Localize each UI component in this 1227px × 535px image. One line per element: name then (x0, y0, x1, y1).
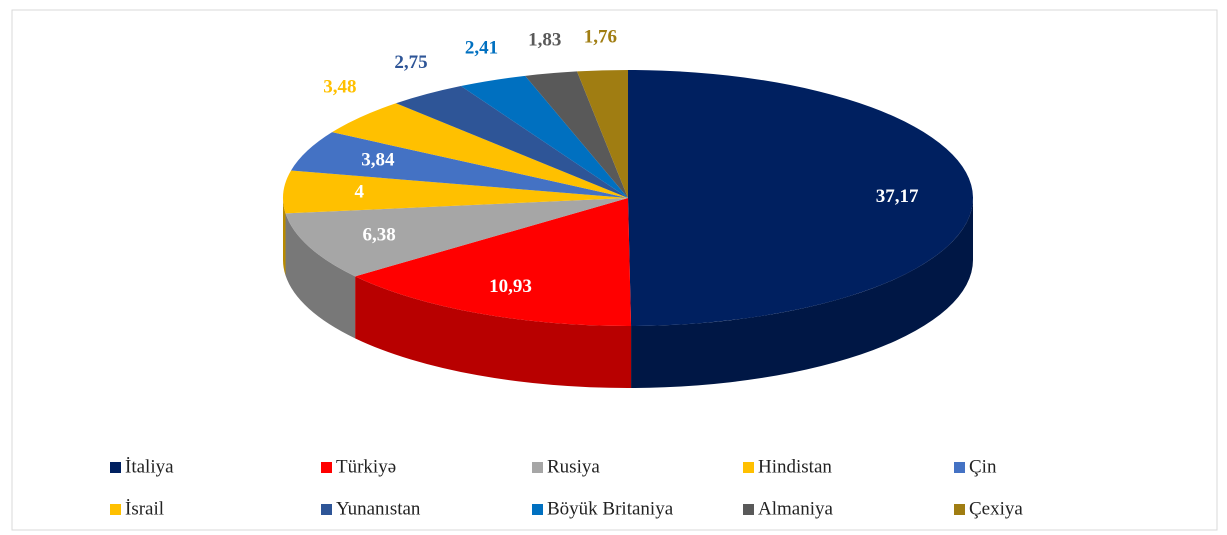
slice (332, 103, 628, 198)
slice (577, 70, 628, 198)
slice (355, 198, 632, 326)
legend-swatch (321, 504, 332, 515)
legend-swatch (954, 504, 965, 515)
data-labels: 37,17 10,93 6,38 4 3,84 3,48 2,75 2,41 1,83 1,76 (323, 26, 919, 297)
data-label: 1,83 (528, 30, 561, 51)
legend-label: Türkiyə (336, 456, 396, 477)
data-label: 2,75 (394, 52, 427, 73)
slice-side (631, 198, 973, 388)
slice (285, 198, 628, 277)
data-label: 6,38 (362, 224, 395, 245)
legend-label: Çin (969, 456, 997, 477)
legend-label: Böyük Britaniya (547, 498, 674, 519)
data-label: 3,48 (323, 77, 356, 98)
slice-side (355, 276, 632, 388)
data-label: 10,93 (489, 276, 532, 297)
slice (283, 170, 628, 214)
data-label: 3,84 (361, 149, 395, 170)
legend-swatch (110, 504, 121, 515)
legend-swatch (321, 462, 332, 473)
legend-swatch (532, 462, 543, 473)
pie-sides (283, 198, 973, 388)
pie-tops (283, 70, 974, 326)
data-label: 2,41 (465, 37, 498, 58)
slice-side (285, 213, 356, 339)
legend-label: Almaniya (758, 498, 833, 519)
data-label: 37,17 (876, 186, 919, 207)
slice-side (283, 198, 286, 276)
data-label: 1,76 (584, 26, 617, 47)
legend-label: İtaliya (125, 456, 174, 477)
legend-label: Hindistan (758, 456, 832, 477)
legend-swatch (743, 462, 754, 473)
legend-label: İsrail (125, 498, 164, 519)
legend-swatch (954, 462, 965, 473)
legend-swatch (743, 504, 754, 515)
legend: İtaliya Türkiyə Rusiya Hindistan Çin İsrail Yu… (110, 456, 1023, 519)
legend-label: Rusiya (547, 456, 600, 477)
slice (460, 75, 628, 198)
data-label: 4 (354, 182, 364, 203)
legend-swatch (110, 462, 121, 473)
legend-label: Çexiya (969, 498, 1023, 519)
slice (291, 132, 628, 198)
slice (628, 70, 974, 326)
slice (525, 71, 628, 198)
slice (396, 86, 628, 198)
legend-label: Yunanıstan (336, 498, 421, 519)
legend-swatch (532, 504, 543, 515)
